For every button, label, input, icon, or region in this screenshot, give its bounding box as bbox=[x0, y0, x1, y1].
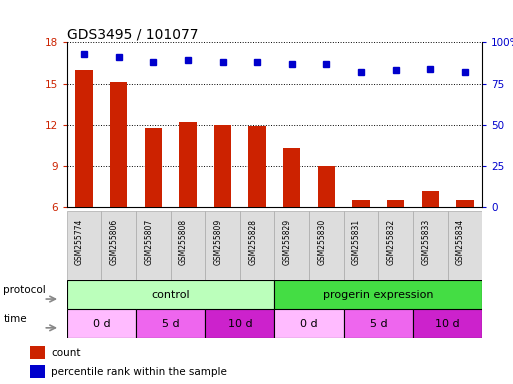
Text: 0 d: 0 d bbox=[300, 318, 318, 329]
Text: GSM255828: GSM255828 bbox=[248, 219, 257, 265]
Bar bbox=[413, 309, 482, 338]
Text: count: count bbox=[51, 348, 81, 358]
Text: protocol: protocol bbox=[3, 285, 46, 295]
Bar bbox=[422, 191, 439, 207]
Text: GSM255808: GSM255808 bbox=[179, 219, 188, 265]
Bar bbox=[75, 70, 93, 207]
Bar bbox=[274, 280, 482, 309]
Bar bbox=[352, 200, 370, 207]
Text: GSM255834: GSM255834 bbox=[456, 219, 465, 265]
Bar bbox=[240, 211, 274, 280]
Bar bbox=[179, 122, 196, 207]
Bar bbox=[214, 125, 231, 207]
Text: 10 d: 10 d bbox=[227, 318, 252, 329]
Bar bbox=[67, 280, 274, 309]
Bar bbox=[30, 365, 45, 378]
Bar bbox=[344, 309, 413, 338]
Bar bbox=[248, 126, 266, 207]
Text: 5 d: 5 d bbox=[162, 318, 180, 329]
Text: progerin expression: progerin expression bbox=[323, 290, 433, 300]
Bar bbox=[344, 211, 378, 280]
Text: GSM255807: GSM255807 bbox=[144, 219, 153, 265]
Bar bbox=[274, 309, 344, 338]
Text: GSM255831: GSM255831 bbox=[352, 219, 361, 265]
Bar bbox=[318, 166, 335, 207]
Bar bbox=[170, 211, 205, 280]
Bar bbox=[101, 211, 136, 280]
Text: GSM255833: GSM255833 bbox=[421, 219, 430, 265]
Text: GSM255830: GSM255830 bbox=[318, 219, 326, 265]
Bar bbox=[205, 309, 274, 338]
Bar bbox=[67, 211, 101, 280]
Text: 5 d: 5 d bbox=[369, 318, 387, 329]
Bar bbox=[67, 309, 136, 338]
Bar bbox=[110, 82, 127, 207]
Text: GSM255809: GSM255809 bbox=[213, 219, 223, 265]
Text: GSM255806: GSM255806 bbox=[110, 219, 119, 265]
Bar bbox=[456, 200, 473, 207]
Bar bbox=[387, 200, 404, 207]
Bar bbox=[283, 148, 301, 207]
Bar bbox=[136, 211, 170, 280]
Bar bbox=[205, 211, 240, 280]
Text: GSM255774: GSM255774 bbox=[75, 219, 84, 265]
Bar bbox=[447, 211, 482, 280]
Bar bbox=[136, 309, 205, 338]
Text: GSM255832: GSM255832 bbox=[387, 219, 396, 265]
Bar bbox=[309, 211, 344, 280]
Text: percentile rank within the sample: percentile rank within the sample bbox=[51, 367, 227, 377]
Text: control: control bbox=[151, 290, 190, 300]
Text: 10 d: 10 d bbox=[435, 318, 460, 329]
Bar bbox=[145, 127, 162, 207]
Bar bbox=[413, 211, 447, 280]
Text: GSM255829: GSM255829 bbox=[283, 219, 292, 265]
Bar bbox=[274, 211, 309, 280]
Text: GDS3495 / 101077: GDS3495 / 101077 bbox=[67, 27, 198, 41]
Bar bbox=[378, 211, 413, 280]
Bar bbox=[30, 346, 45, 359]
Text: time: time bbox=[3, 314, 27, 324]
Text: 0 d: 0 d bbox=[92, 318, 110, 329]
